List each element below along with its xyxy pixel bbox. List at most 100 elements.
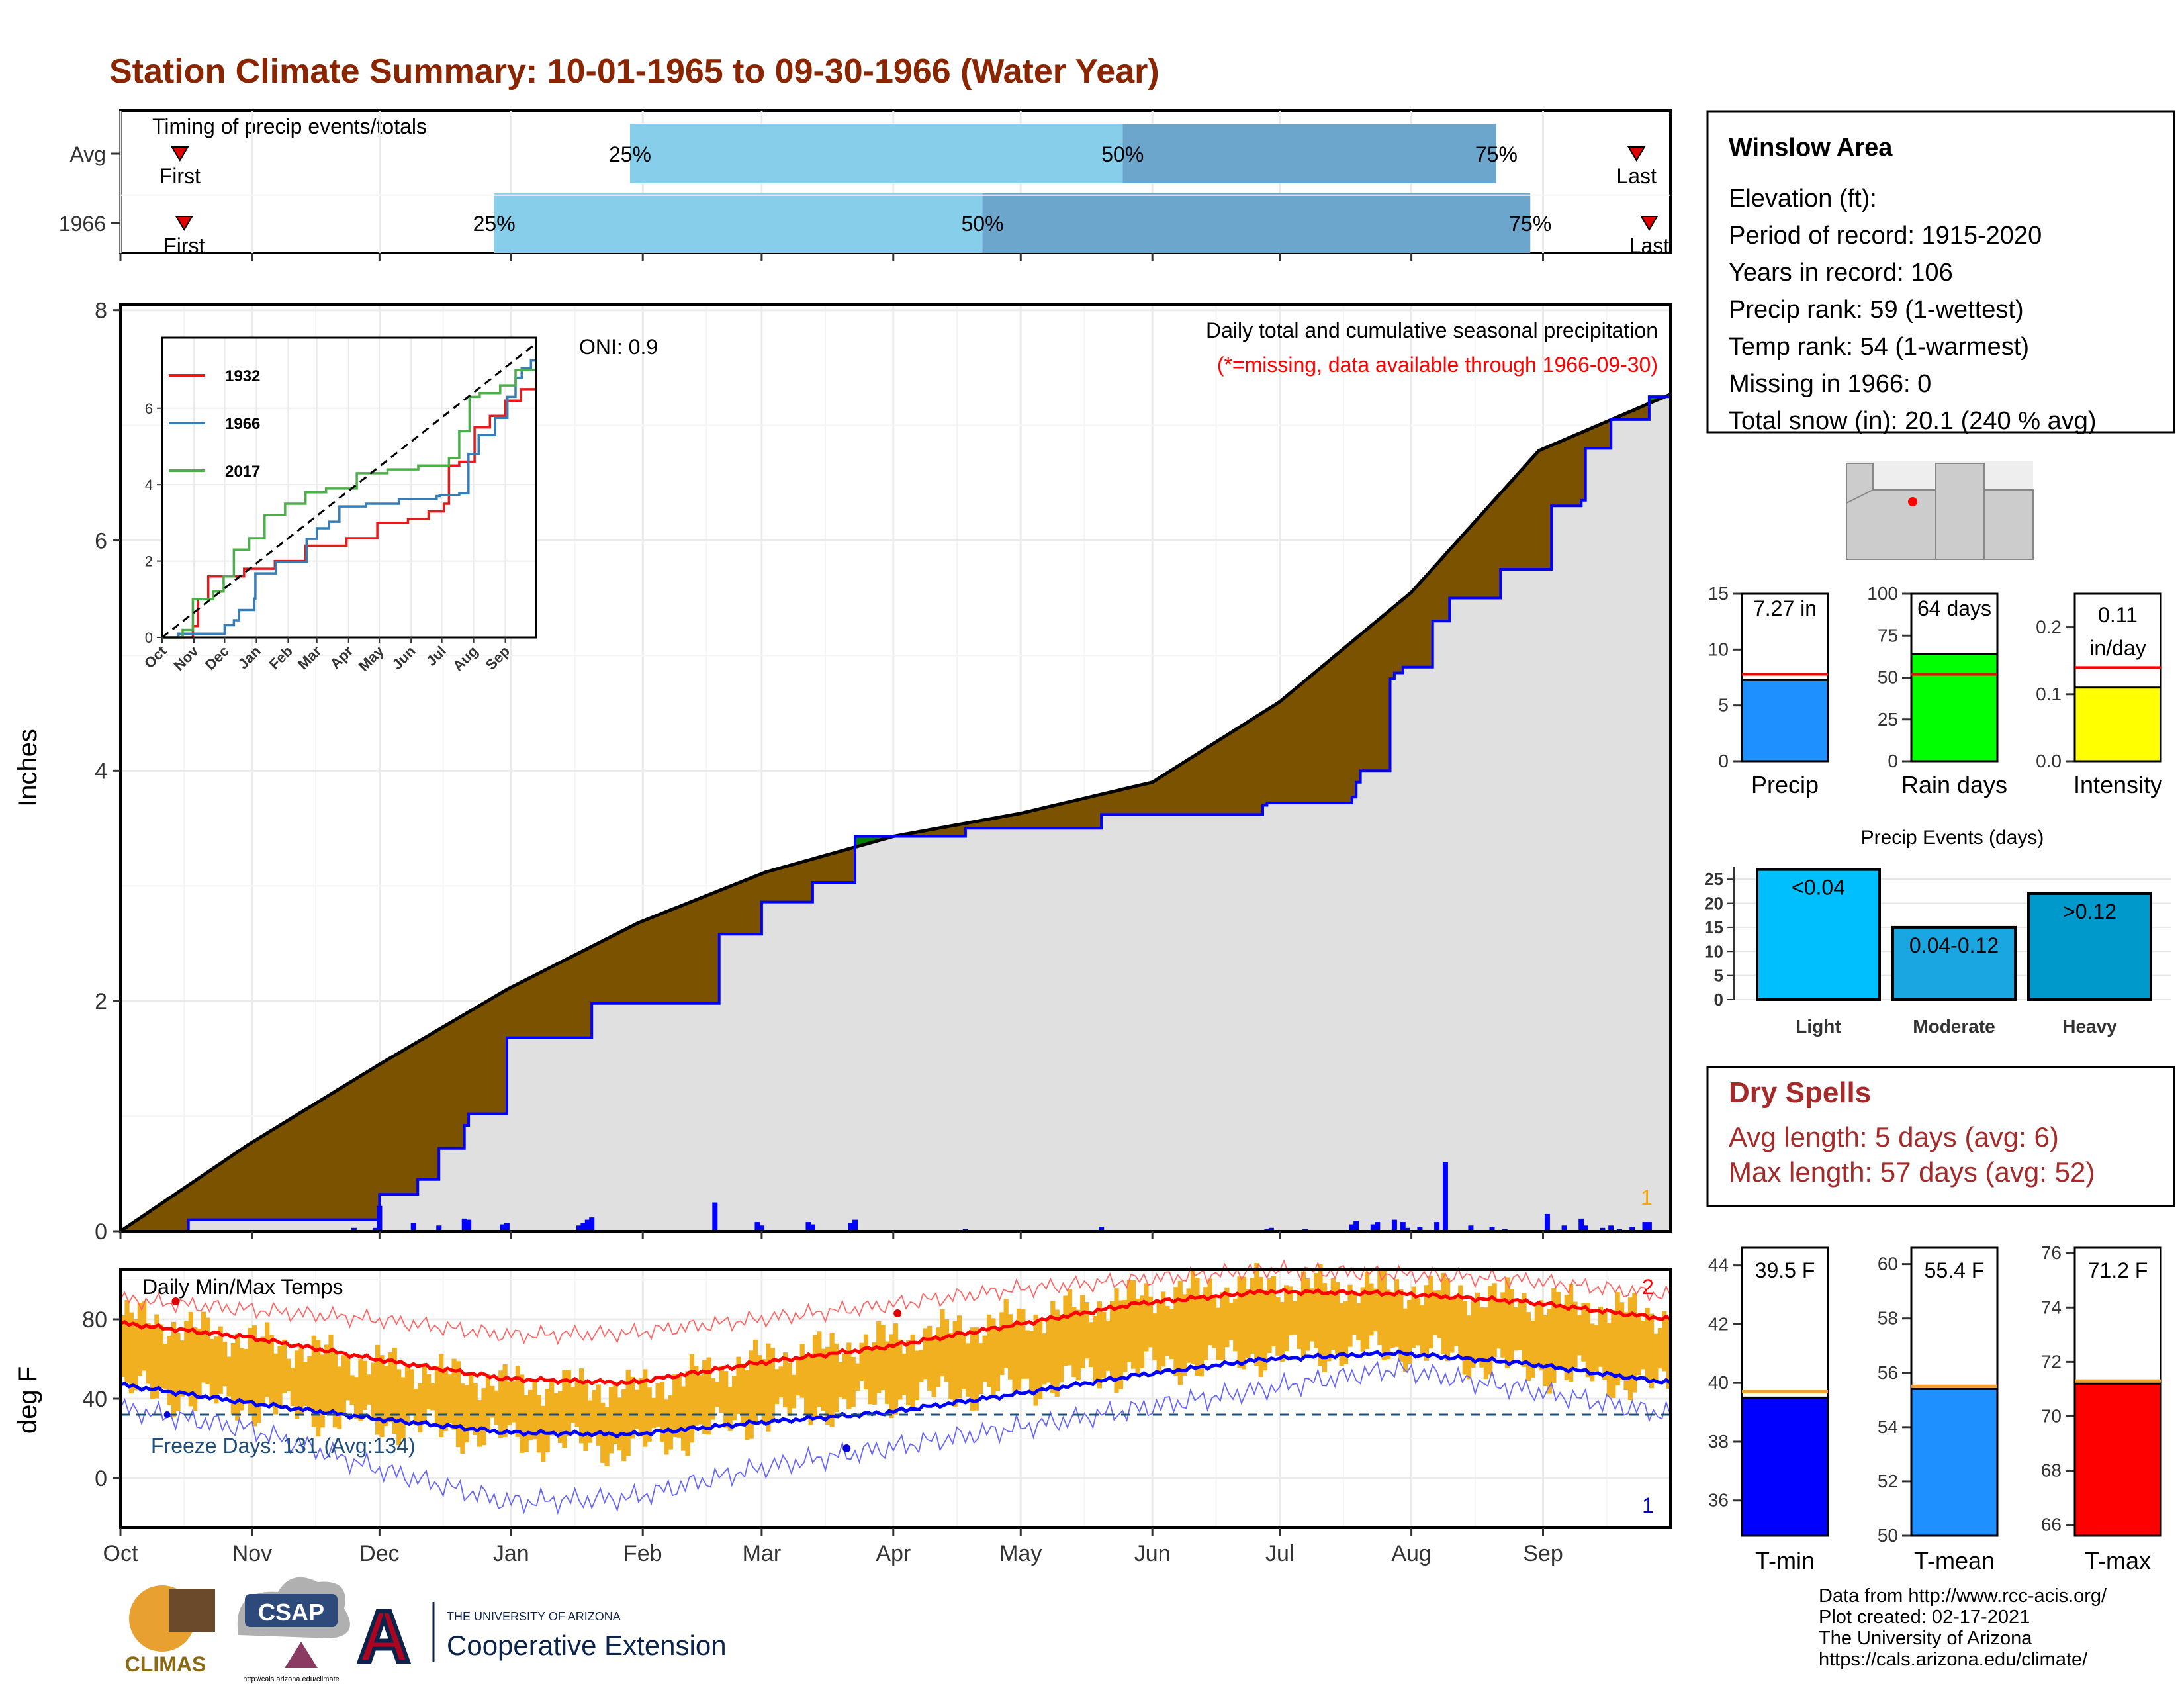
daily-temp-bar — [1195, 1278, 1200, 1376]
daily-temp-bar — [621, 1389, 627, 1462]
daily-precip-bar — [1370, 1224, 1376, 1231]
daily-precip-bar — [466, 1219, 472, 1231]
daily-temp-bar — [277, 1346, 283, 1409]
inset-legend-label: 2017 — [225, 463, 260, 481]
summary-bar-tick-label: 15 — [1708, 583, 1729, 604]
daily-temp-bar — [1623, 1312, 1629, 1391]
daily-temp-bar — [337, 1366, 342, 1429]
daily-temp-bar — [511, 1381, 516, 1423]
daily-temp-bar — [829, 1333, 835, 1427]
daily-temp-bar — [1551, 1288, 1557, 1383]
daily-temp-bar — [991, 1318, 996, 1397]
daily-temp-bar — [651, 1397, 657, 1429]
daily-temp-bar — [1509, 1289, 1514, 1364]
daily-temp-bar — [1386, 1289, 1391, 1360]
summary-bar-tick-label: 25 — [1878, 709, 1898, 729]
summary-bar-tick-label: 100 — [1867, 583, 1898, 604]
daily-temp-bar — [451, 1358, 457, 1430]
daily-temp-bar — [859, 1342, 864, 1381]
daily-temp-bar — [349, 1375, 355, 1405]
daily-temp-bar — [1615, 1292, 1620, 1386]
daily-temp-bar — [1152, 1313, 1158, 1360]
temp-bar-value-label: 55.4 F — [1925, 1258, 1985, 1282]
daily-temp-bar — [1619, 1302, 1625, 1380]
daily-temp-bar — [689, 1354, 694, 1443]
daily-temp-bar — [825, 1346, 831, 1425]
daily-temp-bar — [1135, 1298, 1140, 1377]
daily-temp-bar — [1662, 1311, 1667, 1372]
summary-bar-tick-label: 0.1 — [2036, 684, 2062, 704]
daily-temp-bar — [214, 1336, 219, 1404]
daily-temp-bar — [1343, 1301, 1349, 1364]
precip-events-bar-name: Light — [1796, 1016, 1841, 1037]
daily-temp-bar — [1059, 1315, 1064, 1383]
daily-temp-bar — [1606, 1323, 1612, 1397]
daily-precip-bar — [580, 1223, 586, 1231]
daily-temp-bar — [1504, 1277, 1510, 1368]
daily-temp-bar — [617, 1397, 622, 1451]
daily-precip-bar — [712, 1202, 718, 1231]
daily-temp-bar — [931, 1338, 936, 1397]
daily-temp-bar — [523, 1395, 529, 1452]
daily-temp-bar — [502, 1364, 508, 1437]
daily-temp-bar — [1250, 1278, 1255, 1354]
daily-temp-bar — [1075, 1309, 1081, 1380]
timing-p25-label: 25% — [473, 212, 516, 236]
daily-temp-bar — [1008, 1314, 1013, 1380]
daily-temp-bar — [1080, 1295, 1085, 1368]
timing-p25-label: 25% — [609, 142, 651, 166]
daily-temp-bar — [311, 1335, 316, 1427]
daily-temp-bar — [736, 1356, 741, 1415]
summary-bar-tick-label: 50 — [1878, 667, 1898, 688]
daily-temp-bar — [761, 1359, 767, 1424]
daily-temp-bar — [1488, 1286, 1493, 1375]
daily-temp-bar — [1445, 1278, 1451, 1362]
daily-temp-bar — [1114, 1288, 1119, 1393]
daily-temp-bar — [1569, 1284, 1574, 1382]
avg-min-line — [120, 1349, 1672, 1439]
daily-temp-bar — [1649, 1313, 1655, 1389]
daily-temp-bar — [872, 1342, 877, 1405]
daily-temp-bar — [1042, 1333, 1047, 1385]
daily-temp-bar — [978, 1343, 983, 1395]
temp-bar-value-label: 39.5 F — [1755, 1258, 1815, 1282]
temp-bar-tick-label: 74 — [2041, 1297, 2062, 1317]
daily-temp-bar — [251, 1325, 257, 1427]
daily-temp-bar — [889, 1334, 894, 1419]
daily-temp-bar — [469, 1372, 474, 1431]
daily-temp-bar — [1530, 1321, 1535, 1378]
daily-temp-bar — [923, 1328, 928, 1380]
station-info-line: Elevation (ft): — [1729, 185, 1877, 212]
station-info-line: Missing in 1966: 0 — [1729, 370, 1931, 398]
daily-temp-bar — [188, 1311, 193, 1407]
daily-temp-bar — [1156, 1301, 1161, 1372]
daily-temp-bar — [927, 1325, 933, 1391]
daily-temp-bar — [447, 1374, 453, 1423]
station-info-line: Years in record: 106 — [1729, 259, 1953, 287]
daily-temp-bar — [1632, 1293, 1637, 1393]
daily-temp-bar — [1441, 1272, 1446, 1354]
precip-frame — [119, 303, 1672, 1233]
csap-logo: CSAP http://cals.arizona.edu/climate — [237, 1577, 350, 1683]
daily-temp-bar — [1360, 1287, 1365, 1352]
daily-precip-bar — [848, 1223, 854, 1231]
daily-precip-bar — [1608, 1225, 1614, 1231]
summary-bar-fill — [1910, 653, 1999, 763]
first-event-marker-icon — [171, 146, 189, 162]
daily-temp-bar — [846, 1342, 852, 1409]
daily-temp-bar — [120, 1315, 126, 1377]
record-min-line — [120, 1357, 1671, 1515]
daily-temp-bar — [1453, 1295, 1459, 1346]
temp-bar-tick-label: 68 — [2041, 1460, 2062, 1481]
daily-temp-bar — [1594, 1325, 1599, 1372]
daily-temp-bar — [1084, 1302, 1089, 1359]
daily-temp-bar — [1581, 1303, 1586, 1362]
daily-temp-bar — [1067, 1289, 1073, 1366]
daily-temp-bar — [1161, 1291, 1166, 1367]
daily-temp-bar — [1416, 1298, 1421, 1346]
daily-precip-bar — [1489, 1227, 1495, 1231]
daily-temp-bar — [643, 1369, 648, 1447]
daily-precip-bar — [1642, 1222, 1648, 1231]
daily-temp-bar — [876, 1321, 882, 1393]
daily-temp-bar — [515, 1366, 520, 1437]
